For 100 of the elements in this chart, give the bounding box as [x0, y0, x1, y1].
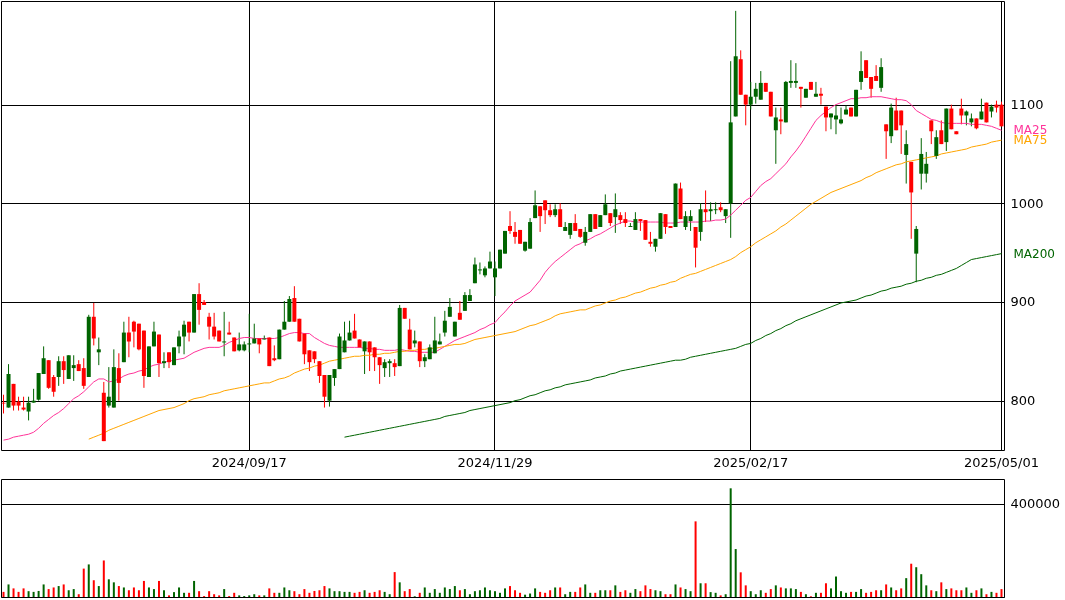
bar: [604, 590, 607, 597]
bar: [193, 580, 196, 597]
bar: [539, 591, 542, 597]
candlestick: [237, 332, 242, 352]
bar: [132, 587, 135, 597]
bar: [423, 587, 426, 597]
bar: [157, 580, 160, 597]
bar: [840, 591, 843, 597]
candlestick: [823, 106, 828, 132]
bar: [784, 588, 787, 597]
bar: [764, 592, 767, 597]
bar: [72, 589, 75, 597]
candlestick: [513, 221, 518, 245]
bar: [283, 587, 286, 597]
bar: [855, 591, 858, 597]
bar: [208, 591, 211, 597]
bar: [438, 592, 441, 597]
bar: [483, 587, 486, 597]
candlestick: [197, 282, 202, 326]
bar: [137, 590, 140, 597]
bar: [669, 594, 672, 597]
candlestick: [773, 107, 778, 165]
line-series: [88, 139, 1002, 440]
bar: [323, 586, 326, 597]
x-tick-label: 2024/11/29: [457, 454, 533, 470]
bar: [975, 590, 978, 597]
bar: [679, 587, 682, 597]
bar: [659, 591, 662, 597]
candlestick: [247, 313, 252, 353]
bar: [774, 585, 777, 597]
bar: [408, 589, 411, 597]
bar: [870, 591, 873, 597]
series-label: MA75: [1013, 133, 1048, 148]
candlestick: [177, 330, 182, 354]
bar: [689, 591, 692, 597]
bar: [885, 584, 888, 597]
bar: [619, 591, 622, 597]
bar: [684, 589, 687, 597]
candlestick: [26, 396, 31, 421]
bar: [744, 585, 747, 597]
candlestick: [71, 354, 76, 382]
bar: [779, 587, 782, 597]
bar: [288, 590, 291, 597]
candlestick: [362, 340, 367, 375]
bar: [183, 592, 186, 597]
candlestick: [81, 357, 86, 390]
candlestick: [904, 129, 909, 185]
bar: [634, 589, 637, 597]
candlestick: [613, 192, 618, 234]
bar: [704, 583, 707, 597]
bar: [950, 588, 953, 597]
bar: [173, 592, 176, 597]
bar: [32, 591, 35, 597]
bar: [569, 591, 572, 597]
bar: [714, 592, 717, 597]
candlestick: [688, 209, 693, 232]
bar: [393, 572, 396, 597]
bar: [448, 589, 451, 597]
candlestick: [282, 300, 287, 331]
bar: [769, 589, 772, 597]
bar: [147, 587, 150, 597]
candlestick: [793, 62, 798, 89]
bar: [875, 590, 878, 597]
bar: [498, 592, 501, 597]
bar: [699, 583, 702, 597]
bar: [388, 594, 391, 597]
bar: [920, 574, 923, 597]
candlestick: [919, 137, 924, 190]
bar: [614, 585, 617, 597]
bar: [935, 591, 938, 597]
bar: [674, 584, 677, 597]
bar: [664, 594, 667, 597]
bar: [509, 586, 512, 597]
bar: [188, 592, 191, 597]
bar: [965, 587, 968, 597]
bar: [955, 590, 958, 597]
bar: [829, 588, 832, 597]
bar: [298, 594, 301, 597]
candlestick: [96, 337, 101, 366]
bar: [599, 590, 602, 597]
bar: [92, 580, 95, 597]
bar: [594, 592, 597, 597]
bar: [453, 586, 456, 597]
bar: [559, 587, 562, 597]
bar: [589, 592, 592, 597]
candlestick: [492, 261, 497, 297]
candlestick: [949, 104, 954, 130]
bar: [293, 591, 296, 597]
bar: [338, 591, 341, 597]
bar: [468, 594, 471, 597]
bar: [333, 591, 336, 597]
bar: [930, 590, 933, 597]
bar: [915, 567, 918, 597]
bar: [398, 582, 401, 597]
bar: [624, 590, 627, 597]
bar: [353, 592, 356, 597]
bar: [925, 585, 928, 597]
candlestick: [859, 50, 864, 91]
bar: [268, 588, 271, 597]
candlestick: [151, 321, 156, 347]
